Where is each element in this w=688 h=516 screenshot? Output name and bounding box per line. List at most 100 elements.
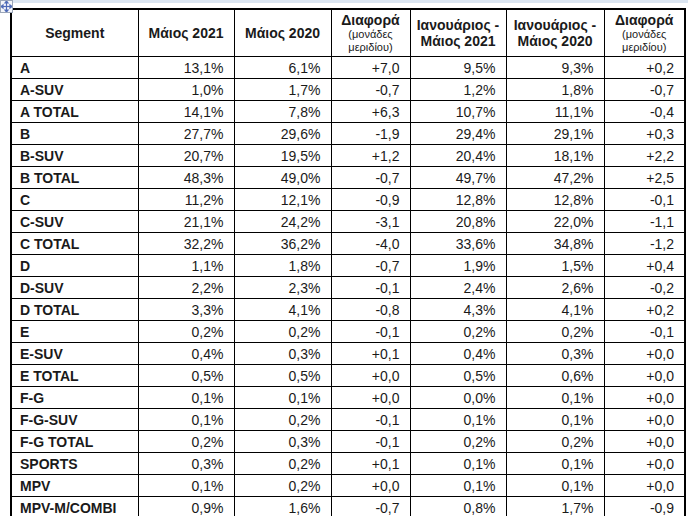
value-cell[interactable]: -0,9 — [604, 497, 685, 516]
value-cell[interactable]: 6,1% — [234, 57, 331, 79]
value-cell[interactable]: 24,2% — [234, 211, 331, 233]
value-cell[interactable]: 0,3% — [138, 453, 234, 475]
segment-cell[interactable]: F-G — [11, 387, 138, 409]
value-cell[interactable]: +0,0 — [604, 387, 685, 409]
value-cell[interactable]: 47,2% — [506, 167, 604, 189]
value-cell[interactable]: 9,5% — [410, 57, 506, 79]
value-cell[interactable]: 14,1% — [138, 101, 234, 123]
value-cell[interactable]: 21,1% — [138, 211, 234, 233]
value-cell[interactable]: 18,1% — [506, 145, 604, 167]
value-cell[interactable]: 29,6% — [234, 123, 331, 145]
value-cell[interactable]: 0,3% — [234, 343, 331, 365]
segment-cell[interactable]: B — [11, 123, 138, 145]
value-cell[interactable]: 20,8% — [410, 211, 506, 233]
value-cell[interactable]: -0,7 — [331, 255, 410, 277]
value-cell[interactable]: 29,4% — [410, 123, 506, 145]
value-cell[interactable]: -0,7 — [331, 79, 410, 101]
value-cell[interactable]: -0,7 — [331, 167, 410, 189]
column-header-jan_may_2021[interactable]: Ιανουάριος - Μάιος 2021 — [410, 9, 506, 57]
value-cell[interactable]: 20,7% — [138, 145, 234, 167]
value-cell[interactable]: 12,8% — [410, 189, 506, 211]
value-cell[interactable]: 0,4% — [138, 343, 234, 365]
segment-cell[interactable]: E — [11, 321, 138, 343]
value-cell[interactable]: 0,1% — [506, 387, 604, 409]
value-cell[interactable]: +6,3 — [331, 101, 410, 123]
segment-cell[interactable]: C TOTAL — [11, 233, 138, 255]
value-cell[interactable]: +0,1 — [331, 453, 410, 475]
column-header-jan_may_2020[interactable]: Ιανουάριος - Μάιος 2020 — [506, 9, 604, 57]
value-cell[interactable]: 0,2% — [234, 475, 331, 497]
value-cell[interactable]: +0,0 — [331, 475, 410, 497]
segment-cell[interactable]: A-SUV — [11, 79, 138, 101]
value-cell[interactable]: 0,3% — [234, 431, 331, 453]
value-cell[interactable]: 49,7% — [410, 167, 506, 189]
value-cell[interactable]: 0,8% — [410, 497, 506, 516]
value-cell[interactable]: 19,5% — [234, 145, 331, 167]
value-cell[interactable]: 0,6% — [506, 365, 604, 387]
value-cell[interactable]: 1,5% — [506, 255, 604, 277]
value-cell[interactable]: 0,1% — [138, 409, 234, 431]
value-cell[interactable]: 34,8% — [506, 233, 604, 255]
value-cell[interactable]: 2,2% — [138, 277, 234, 299]
value-cell[interactable]: 12,1% — [234, 189, 331, 211]
value-cell[interactable]: 0,1% — [506, 475, 604, 497]
value-cell[interactable]: 0,2% — [506, 321, 604, 343]
value-cell[interactable]: 0,5% — [138, 365, 234, 387]
value-cell[interactable]: +0,0 — [604, 431, 685, 453]
value-cell[interactable]: 1,8% — [234, 255, 331, 277]
value-cell[interactable]: +0,1 — [331, 343, 410, 365]
value-cell[interactable]: 1,6% — [234, 497, 331, 516]
segment-cell[interactable]: E-SUV — [11, 343, 138, 365]
value-cell[interactable]: 7,8% — [234, 101, 331, 123]
value-cell[interactable]: 2,3% — [234, 277, 331, 299]
value-cell[interactable]: 0,2% — [234, 453, 331, 475]
value-cell[interactable]: 4,1% — [234, 299, 331, 321]
value-cell[interactable]: 0,2% — [506, 431, 604, 453]
value-cell[interactable]: -0,7 — [604, 79, 685, 101]
value-cell[interactable]: 0,2% — [234, 321, 331, 343]
value-cell[interactable]: +0,0 — [604, 453, 685, 475]
value-cell[interactable]: -0,1 — [331, 321, 410, 343]
value-cell[interactable]: -1,9 — [331, 123, 410, 145]
value-cell[interactable]: +0,0 — [604, 343, 685, 365]
value-cell[interactable]: 0,2% — [138, 431, 234, 453]
value-cell[interactable]: 0,2% — [410, 321, 506, 343]
value-cell[interactable]: 0,1% — [506, 409, 604, 431]
column-header-may_2021[interactable]: Μάιος 2021 — [138, 9, 234, 57]
segment-cell[interactable]: D-SUV — [11, 277, 138, 299]
segment-cell[interactable]: F-G-SUV — [11, 409, 138, 431]
value-cell[interactable]: +0,0 — [604, 409, 685, 431]
value-cell[interactable]: -0,1 — [604, 321, 685, 343]
value-cell[interactable]: -0,1 — [331, 277, 410, 299]
value-cell[interactable]: +0,0 — [604, 475, 685, 497]
value-cell[interactable]: 0,1% — [234, 387, 331, 409]
value-cell[interactable]: 0,0% — [410, 387, 506, 409]
value-cell[interactable]: 32,2% — [138, 233, 234, 255]
value-cell[interactable]: 0,1% — [410, 453, 506, 475]
value-cell[interactable]: 0,4% — [410, 343, 506, 365]
value-cell[interactable]: 13,1% — [138, 57, 234, 79]
value-cell[interactable]: +1,2 — [331, 145, 410, 167]
column-header-segment[interactable]: Segment — [11, 9, 138, 57]
value-cell[interactable]: -0,1 — [331, 431, 410, 453]
value-cell[interactable]: -0,1 — [331, 409, 410, 431]
value-cell[interactable]: +0,2 — [604, 299, 685, 321]
value-cell[interactable]: -0,1 — [604, 189, 685, 211]
segment-cell[interactable]: B-SUV — [11, 145, 138, 167]
segment-cell[interactable]: MPV-M/COMBI — [11, 497, 138, 516]
value-cell[interactable]: 22,0% — [506, 211, 604, 233]
value-cell[interactable]: 3,3% — [138, 299, 234, 321]
value-cell[interactable]: 10,7% — [410, 101, 506, 123]
value-cell[interactable]: 11,2% — [138, 189, 234, 211]
value-cell[interactable]: 27,7% — [138, 123, 234, 145]
value-cell[interactable]: 1,1% — [138, 255, 234, 277]
value-cell[interactable]: 0,5% — [234, 365, 331, 387]
segment-cell[interactable]: SPORTS — [11, 453, 138, 475]
value-cell[interactable]: 12,8% — [506, 189, 604, 211]
segment-cell[interactable]: C-SUV — [11, 211, 138, 233]
value-cell[interactable]: -0,2 — [604, 277, 685, 299]
value-cell[interactable]: -1,2 — [604, 233, 685, 255]
value-cell[interactable]: 0,5% — [410, 365, 506, 387]
value-cell[interactable]: -1,1 — [604, 211, 685, 233]
value-cell[interactable]: 4,1% — [506, 299, 604, 321]
